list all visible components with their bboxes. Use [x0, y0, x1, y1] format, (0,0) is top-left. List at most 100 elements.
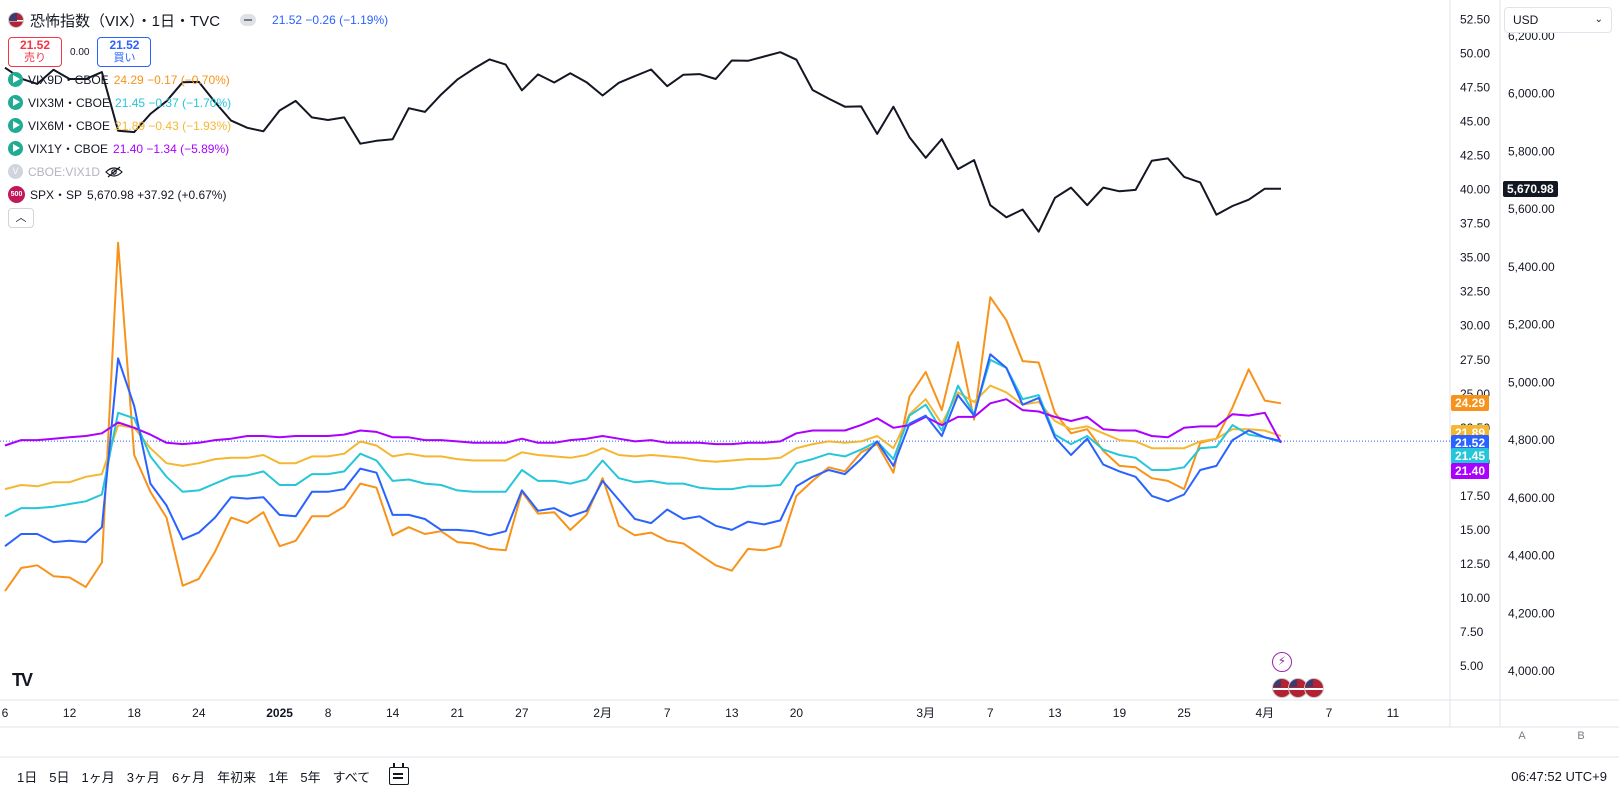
symbol-row-spx[interactable]: 500 SPX・SP 5,670.98 +37.92 (+0.67%): [8, 183, 388, 206]
play-icon[interactable]: [8, 95, 23, 110]
right-axis-tick-label: 4,200.00: [1508, 606, 1555, 620]
sell-price: 21.52: [19, 38, 51, 52]
chevron-up-icon: ︿: [15, 212, 27, 224]
sell-button[interactable]: 21.52 売り: [8, 37, 62, 67]
vix1y-price-tag: 21.40: [1451, 462, 1490, 479]
market-status-icon[interactable]: [240, 14, 257, 26]
range-5y[interactable]: 5年: [300, 769, 321, 785]
left-axis-tick-label: 27.50: [1460, 353, 1490, 367]
right-axis-tick-label: 4,600.00: [1508, 491, 1555, 505]
x-axis-tick-label: 18: [128, 706, 142, 720]
symbol-row-vix1y[interactable]: VIX1Y・CBOE 21.40 −1.34 (−5.89%): [8, 137, 388, 160]
main-symbol-row[interactable]: 恐怖指数（VIX）・1日・TVC 21.52 −0.26 (−1.19%): [8, 8, 388, 32]
series-line: [4, 358, 1282, 518]
left-axis-tick-label: 30.00: [1460, 319, 1490, 333]
x-axis-tick-label: 13: [1048, 706, 1062, 720]
x-axis-tick-label: 21: [451, 706, 465, 720]
range-1m[interactable]: 1ヶ月: [81, 769, 115, 785]
left-axis-tick-label: 7.50: [1460, 625, 1484, 639]
series-line: [4, 51, 1281, 233]
sell-label: 売り: [24, 52, 46, 64]
us-flag-icon: [8, 12, 24, 28]
symbol-row-vix6m[interactable]: VIX6M・CBOE 21.89 −0.43 (−1.93%): [8, 114, 388, 137]
left-axis-tick-label: 32.50: [1460, 285, 1490, 299]
eye-off-icon[interactable]: [105, 166, 123, 178]
symbol-name: SPX・SP: [30, 188, 83, 202]
right-axis-tick-label: 5,000.00: [1508, 375, 1555, 389]
x-axis-tick-label: 20: [790, 706, 804, 720]
x-axis-tick-label: 19: [1113, 706, 1127, 720]
symbol-values: 21.40 −1.34 (−5.89%): [113, 141, 230, 156]
symbol-row-vix9d[interactable]: VIX9D・CBOE 24.29 −0.17 (−0.70%): [8, 68, 388, 91]
right-axis-tick-label: 5,600.00: [1508, 202, 1555, 216]
range-ytd[interactable]: 年初来: [217, 769, 257, 785]
lightning-event-icon[interactable]: ⚡: [1272, 652, 1292, 672]
range-all[interactable]: すべて: [332, 769, 371, 785]
x-axis-tick-label: 7: [987, 706, 994, 720]
right-axis-tick-label: 5,400.00: [1508, 260, 1555, 274]
log-scale-button[interactable]: B: [1577, 730, 1585, 742]
x-axis-tick-label: 2025: [266, 706, 293, 720]
hidden-symbol-icon: V: [8, 164, 23, 179]
symbol-row-vix3m[interactable]: VIX3M・CBOE 21.45 −0.37 (−1.70%): [8, 91, 388, 114]
range-3m[interactable]: 3ヶ月: [126, 769, 160, 785]
symbol-values: 24.29 −0.17 (−0.70%): [113, 72, 230, 87]
x-axis-tick-label: 25: [1177, 706, 1191, 720]
right-axis-tick-label: 5,200.00: [1508, 318, 1555, 332]
symbol-row-vix1d[interactable]: V CBOE:VIX1D: [8, 160, 388, 183]
main-symbol-title[interactable]: 恐怖指数（VIX）・1日・TVC: [30, 12, 221, 30]
symbol-values: 21.45 −0.37 (−1.70%): [115, 95, 232, 110]
range-6m[interactable]: 6ヶ月: [171, 769, 206, 785]
collapse-legend-button[interactable]: ︿: [8, 208, 34, 228]
calendar-icon[interactable]: [389, 763, 410, 785]
right-axis-tick-label: 5,800.00: [1508, 144, 1555, 158]
range-5d[interactable]: 5日: [49, 769, 70, 785]
x-axis-tick-label: 3月: [916, 706, 935, 720]
symbol-name: VIX3M・CBOE: [28, 96, 111, 110]
tradingview-logo[interactable]: TV: [12, 670, 33, 690]
series-line: [4, 241, 1282, 592]
x-axis-tick-label: 7: [664, 706, 671, 720]
left-axis-tick-label: 42.50: [1460, 149, 1490, 163]
left-axis-tick-label: 17.50: [1460, 489, 1490, 503]
left-axis-tick-label: 10.00: [1460, 591, 1490, 605]
x-axis-tick-label: 12: [63, 706, 77, 720]
x-axis-tick-label: 13: [725, 706, 739, 720]
currency-dropdown[interactable]: USD ⌄: [1504, 7, 1612, 33]
x-axis-tick-label: 2月: [593, 706, 612, 720]
left-axis-tick-label: 45.00: [1460, 115, 1490, 129]
bottom-toolbar: 1日 5日 1ヶ月 3ヶ月 6ヶ月 年初来 1年 5年 すべて 06:47:52…: [0, 757, 1619, 795]
left-axis-tick-label: 35.00: [1460, 251, 1490, 265]
x-axis-tick-label: 24: [192, 706, 206, 720]
right-axis-tick-label: 4,400.00: [1508, 549, 1555, 563]
x-axis-tick-label: 4月: [1256, 706, 1275, 720]
play-icon[interactable]: [8, 118, 23, 133]
left-axis-tick-label: 50.00: [1460, 47, 1490, 61]
hidden-symbol-name: CBOE:VIX1D: [28, 164, 101, 179]
series-line: [4, 398, 1282, 447]
spx-price-tag: 5,670.98: [1503, 180, 1558, 197]
vix3m-price-tag: 21.45: [1451, 448, 1490, 465]
range-1y[interactable]: 1年: [268, 769, 289, 785]
symbol-name: VIX1Y・CBOE: [28, 142, 109, 156]
range-1d[interactable]: 1日: [17, 769, 38, 785]
buy-label: 買い: [113, 52, 136, 64]
chart-legend: 恐怖指数（VIX）・1日・TVC 21.52 −0.26 (−1.19%) 21…: [8, 8, 388, 228]
auto-scale-button[interactable]: A: [1518, 730, 1526, 742]
left-axis-tick-label: 52.50: [1460, 13, 1490, 27]
symbol-name: VIX6M・CBOE: [28, 119, 111, 133]
left-axis-tick-label: 37.50: [1460, 217, 1490, 231]
clock-display[interactable]: 06:47:52 UTC+9: [1511, 769, 1607, 784]
symbol-name: VIX9D・CBOE: [28, 73, 109, 87]
x-axis-tick-label: 27: [515, 706, 529, 720]
symbol-values: 21.89 −0.43 (−1.93%): [115, 118, 232, 133]
play-icon[interactable]: [8, 72, 23, 87]
left-axis-tick-label: 12.50: [1460, 557, 1490, 571]
vix-price-tag: 21.52: [1451, 434, 1490, 451]
play-icon[interactable]: [8, 141, 23, 156]
us-flag-event-icon[interactable]: [1304, 678, 1324, 698]
x-axis-tick-label: 14: [386, 706, 400, 720]
trade-panel: 21.52 売り 0.00 21.52 買い: [8, 36, 388, 68]
buy-button[interactable]: 21.52 買い: [97, 37, 152, 67]
